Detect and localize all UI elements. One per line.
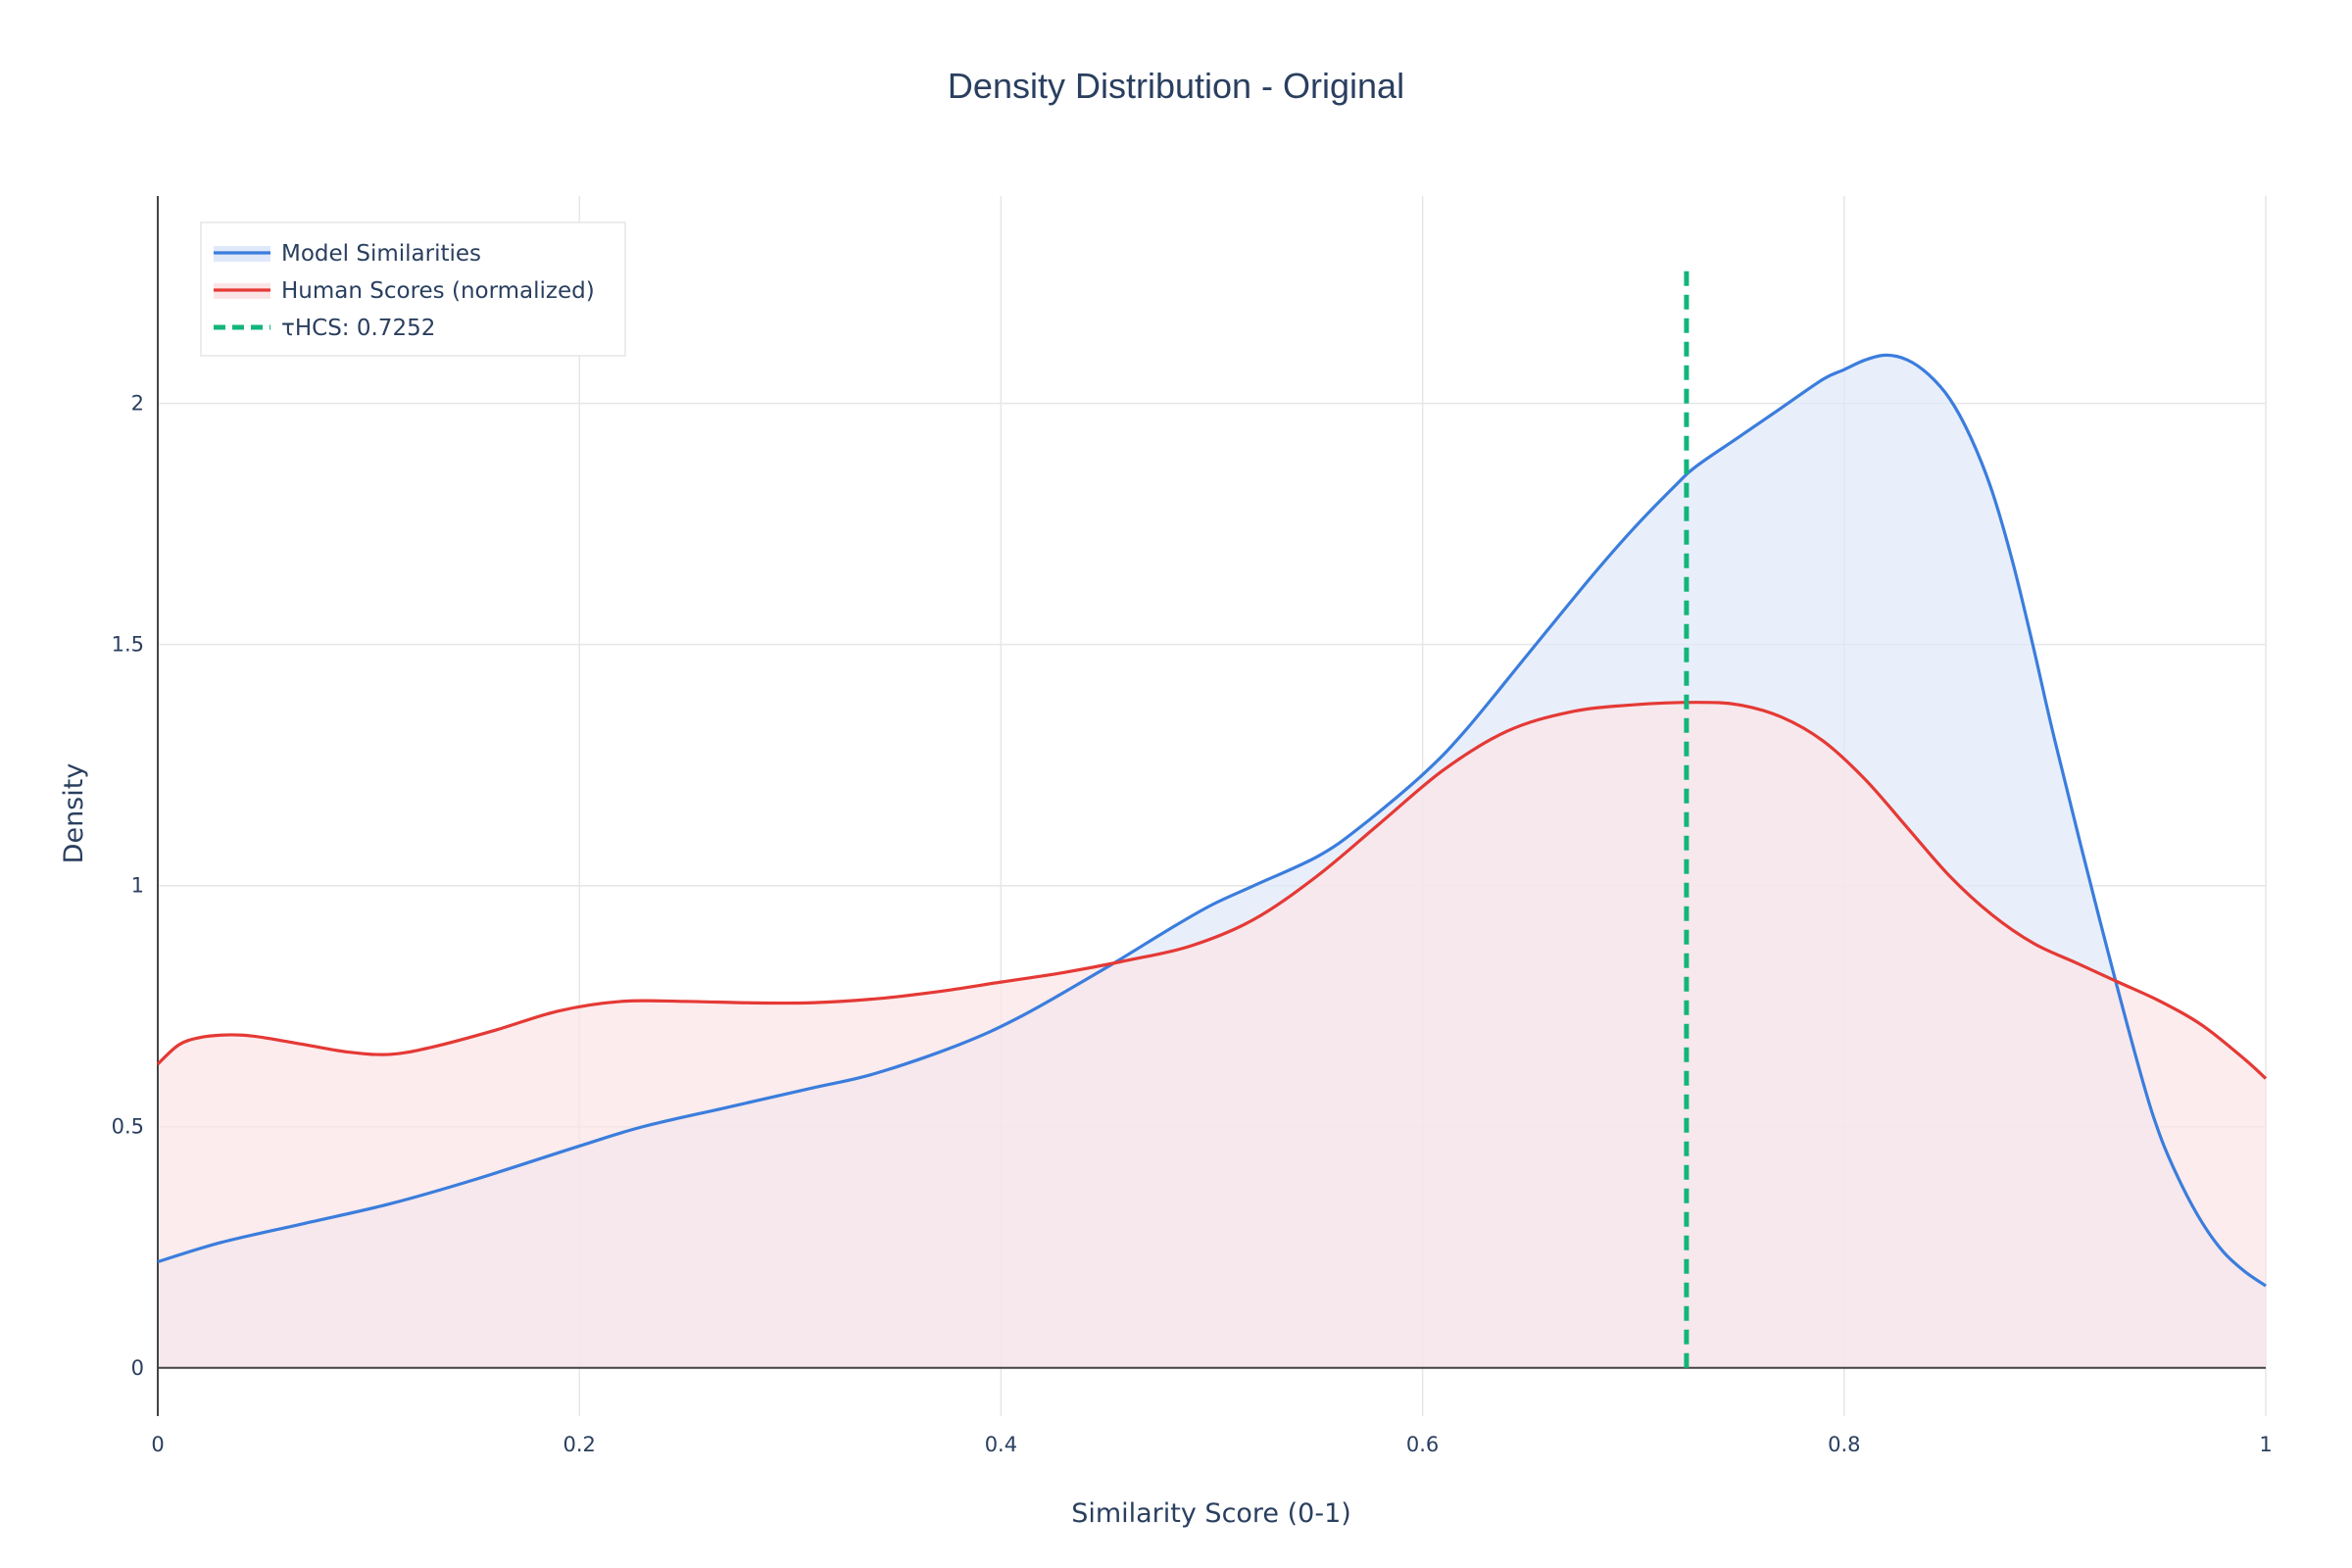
x-tick-label: 1 [2259,1433,2272,1456]
y-tick-label: 2 [131,392,144,416]
series-line-2[interactable] [156,701,2268,1080]
legend-item-1[interactable]: Model Similarities [214,241,481,267]
legend-box [200,221,626,357]
y-tick-label: 0 [131,1356,144,1380]
legend-item-3[interactable]: τHCS: 0.7252 [214,316,435,341]
series-line-1[interactable] [157,353,2267,1288]
legend-label: τHCS: 0.7252 [281,316,435,341]
y-tick-label: 1 [131,874,144,898]
series-lines [156,353,2268,1288]
tick-labels: 0 0.2 0.4 0.6 0.8 1 0 0.5 1 1.5 2 [112,392,2273,1456]
x-axis-title: Similarity Score (0-1) [1071,1498,1351,1529]
x-tick-label: 0 [151,1433,164,1456]
x-tick-label: 0.4 [985,1433,1017,1456]
y-tick-label: 1.5 [112,633,144,657]
y-tick-label: 0.5 [112,1115,144,1139]
x-tick-label: 0.8 [1828,1433,1860,1456]
legend-item-2[interactable]: Human Scores (normalized) [214,278,595,304]
chart-title: Density Distribution - Original [948,66,1404,106]
x-tick-label: 0.6 [1406,1433,1439,1456]
legend-items: Model Similarities Human Scores (normaliz… [214,241,595,341]
series-fills [158,355,2266,1368]
series-area-2 [158,702,2266,1368]
legend[interactable]: Model Similarities Human Scores (normaliz… [200,221,626,357]
x-tick-label: 0.2 [563,1433,595,1456]
y-axis-title: Density [59,763,89,864]
legend-label: Model Similarities [281,241,481,267]
axes [157,196,2266,1416]
legend-label: Human Scores (normalized) [281,278,595,304]
